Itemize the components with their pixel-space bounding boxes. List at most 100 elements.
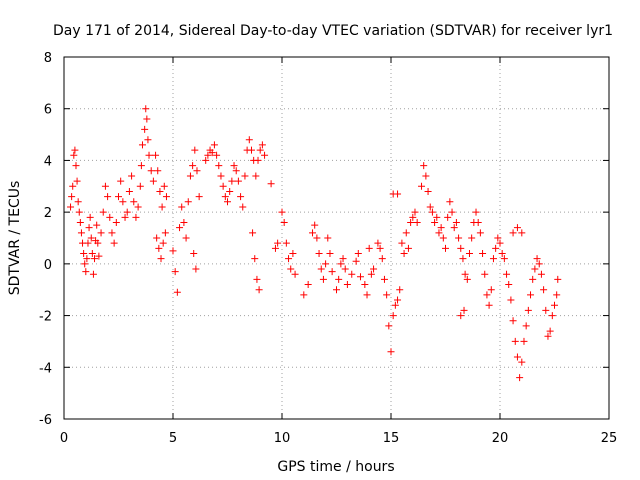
y-tick-label: -6 — [39, 413, 52, 428]
data-point — [518, 229, 526, 237]
data-point — [221, 193, 229, 201]
data-point — [428, 208, 436, 216]
data-point — [252, 172, 260, 180]
data-point — [387, 348, 395, 356]
data-point — [363, 291, 371, 299]
data-point — [529, 275, 537, 283]
data-point — [463, 275, 471, 283]
data-point — [160, 182, 168, 190]
data-point — [300, 291, 308, 299]
data-point — [509, 317, 517, 325]
y-tick-label: 8 — [44, 51, 52, 66]
data-point — [68, 193, 76, 201]
data-point — [431, 218, 439, 226]
data-point — [158, 203, 166, 211]
data-point — [333, 286, 340, 294]
data-point — [176, 224, 184, 232]
data-point — [213, 151, 221, 159]
data-point — [73, 177, 81, 185]
data-point — [101, 182, 109, 190]
data-points — [67, 105, 562, 382]
axis-ticks — [63, 56, 610, 420]
data-point — [319, 275, 327, 283]
data-point — [540, 286, 548, 294]
data-point — [535, 260, 543, 268]
data-point — [507, 296, 515, 304]
data-point — [251, 255, 259, 263]
data-point — [247, 146, 255, 154]
data-point — [398, 239, 406, 247]
data-point — [352, 257, 360, 265]
data-point — [71, 146, 79, 154]
data-point — [95, 252, 103, 260]
data-point — [383, 291, 391, 299]
data-point — [518, 358, 526, 366]
data-point — [524, 306, 532, 314]
y-tick-labels: -6 -4 -2 0 2 4 6 8 — [39, 51, 52, 428]
x-tick-label: 0 — [60, 431, 68, 446]
data-point — [542, 306, 550, 314]
data-point — [457, 312, 465, 320]
data-point — [157, 255, 165, 263]
data-point — [184, 198, 192, 206]
data-point — [147, 167, 155, 175]
data-point — [69, 182, 77, 190]
data-point — [309, 229, 317, 237]
data-point — [498, 250, 506, 258]
data-point — [317, 265, 325, 273]
data-point — [232, 167, 240, 175]
data-point — [106, 213, 114, 221]
data-point — [128, 172, 136, 180]
data-point — [324, 234, 332, 242]
data-point — [137, 162, 145, 170]
data-point — [72, 162, 80, 170]
data-point — [483, 291, 491, 299]
data-point — [261, 151, 269, 159]
y-tick-label: 6 — [44, 103, 52, 118]
data-point — [492, 244, 500, 252]
y-tick-label: 2 — [44, 206, 52, 221]
data-point — [328, 268, 336, 276]
data-point — [304, 281, 312, 289]
data-point — [217, 172, 225, 180]
data-point — [144, 136, 152, 144]
data-point — [190, 250, 198, 258]
data-point — [67, 203, 75, 211]
data-point — [91, 255, 99, 263]
data-point — [520, 337, 528, 345]
data-point — [311, 221, 319, 229]
data-point — [154, 167, 162, 175]
data-point — [531, 265, 539, 273]
data-point — [132, 213, 140, 221]
data-point — [99, 208, 107, 216]
data-point — [500, 255, 508, 263]
data-point — [76, 218, 84, 226]
data-point — [161, 229, 169, 237]
data-point — [394, 296, 402, 304]
data-point — [289, 250, 297, 258]
data-point — [356, 273, 364, 281]
data-point — [435, 229, 443, 237]
data-point — [112, 218, 120, 226]
data-point — [136, 182, 144, 190]
data-point — [335, 275, 343, 283]
data-point — [341, 265, 349, 273]
data-point — [193, 167, 201, 175]
x-tick-label: 5 — [169, 431, 177, 446]
data-point — [81, 260, 89, 268]
y-tick-label: -2 — [39, 310, 52, 325]
x-axis-label: GPS time / hours — [277, 459, 394, 475]
data-point — [505, 281, 513, 289]
data-point — [513, 353, 521, 361]
data-point — [374, 239, 382, 247]
data-point — [553, 291, 561, 299]
data-point — [253, 275, 261, 283]
data-point — [391, 301, 399, 309]
data-point — [378, 255, 386, 263]
data-point — [224, 198, 231, 206]
data-point — [121, 213, 129, 221]
data-point — [256, 146, 264, 154]
data-point — [195, 193, 203, 201]
data-point — [365, 244, 373, 252]
